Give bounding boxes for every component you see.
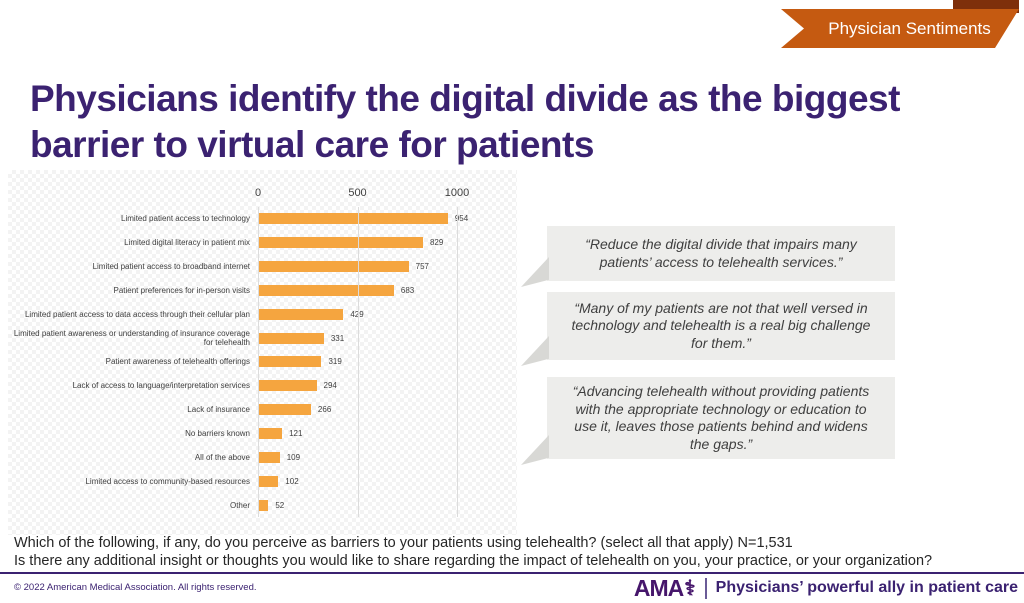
bar-area: 429 bbox=[258, 308, 517, 320]
survey-question-1: Which of the following, if any, do you p… bbox=[14, 535, 793, 551]
bar-area: 52 bbox=[258, 499, 517, 511]
quote-box: “Reduce the digital divide that impairs … bbox=[521, 226, 895, 287]
chart-row: Limited patient access to technology 954 bbox=[8, 207, 517, 231]
chart-row: Limited digital literacy in patient mix 8… bbox=[8, 231, 517, 255]
caduceus-icon: ⚕ bbox=[684, 576, 696, 600]
chart-row: Limited patient awareness or understandi… bbox=[8, 326, 517, 350]
x-tick-label: 500 bbox=[348, 187, 367, 199]
category-label: Lack of insurance bbox=[187, 405, 250, 415]
category-label: Lack of access to language/interpretatio… bbox=[72, 381, 250, 391]
value-label: 121 bbox=[289, 429, 303, 439]
bar-area: 266 bbox=[258, 404, 517, 416]
slide-title: Physicians identify the digital divide a… bbox=[30, 77, 900, 165]
bar bbox=[258, 284, 394, 296]
value-label: 331 bbox=[330, 333, 345, 343]
chart-row: Lack of access to language/interpretatio… bbox=[8, 374, 517, 398]
gridline-1000 bbox=[457, 207, 458, 517]
value-label: 683 bbox=[400, 285, 415, 295]
chart-row: Other 52 bbox=[8, 493, 517, 517]
chart-rows: Limited patient access to technology 954 L… bbox=[8, 207, 517, 517]
bar bbox=[258, 237, 423, 249]
copyright-text: © 2022 American Medical Association. All… bbox=[14, 582, 257, 593]
bar bbox=[258, 451, 280, 463]
quote-tail bbox=[521, 435, 549, 465]
quote-text: “Reduce the digital divide that impairs … bbox=[585, 236, 857, 270]
bar-area: 319 bbox=[258, 356, 517, 368]
bar-area: 757 bbox=[258, 261, 517, 273]
bar bbox=[258, 404, 311, 416]
ama-logo: AMA ⚕ bbox=[634, 575, 696, 602]
category-label: Limited patient awareness or understandi… bbox=[13, 329, 250, 348]
category-label: Patient preferences for in-person visits bbox=[113, 285, 250, 295]
category-label: No barriers known bbox=[185, 429, 250, 439]
value-label: 52 bbox=[275, 500, 285, 510]
category-label: Patient awareness of telehealth offering… bbox=[105, 357, 250, 367]
brand-tagline: Physicians’ powerful ally in patient car… bbox=[715, 579, 1018, 596]
physician-sentiments-ribbon: Physician Sentiments bbox=[781, 9, 1019, 48]
bar-area: 331 bbox=[258, 332, 517, 344]
bar bbox=[258, 499, 269, 511]
survey-questions: Which of the following, if any, do you p… bbox=[14, 534, 1014, 570]
value-label: 102 bbox=[285, 476, 299, 486]
chart-row: No barriers known 121 bbox=[8, 422, 517, 446]
category-label: Limited patient access to technology bbox=[121, 214, 250, 224]
chart-row: Limited patient access to data access th… bbox=[8, 302, 517, 326]
category-label: Limited patient access to data access th… bbox=[24, 309, 250, 319]
bar bbox=[258, 213, 448, 225]
value-label: 954 bbox=[454, 214, 469, 224]
gridline-0 bbox=[258, 207, 259, 517]
quote-tail bbox=[521, 336, 549, 366]
quote-text: “Many of my patients are not that well v… bbox=[571, 299, 871, 351]
category-label: Limited digital literacy in patient mix bbox=[124, 238, 250, 248]
survey-question-2: Is there any additional insight or thoug… bbox=[14, 553, 933, 569]
chart-row: Patient awareness of telehealth offering… bbox=[8, 350, 517, 374]
chart-row: Lack of insurance 266 bbox=[8, 398, 517, 422]
bar bbox=[258, 332, 324, 344]
ama-logo-text: AMA bbox=[633, 574, 684, 601]
bar-area: 829 bbox=[258, 237, 517, 249]
bar-area: 954 bbox=[258, 213, 517, 225]
bar-area: 109 bbox=[258, 451, 517, 463]
chart-row: Limited access to community-based resour… bbox=[8, 469, 517, 493]
value-label: 829 bbox=[429, 238, 444, 248]
value-label: 109 bbox=[286, 452, 301, 462]
bar-area: 294 bbox=[258, 380, 517, 392]
bar bbox=[258, 475, 279, 487]
x-tick-label: 0 bbox=[254, 187, 262, 199]
quote-text: “Advancing telehealth without providing … bbox=[572, 383, 870, 452]
bar bbox=[258, 428, 283, 440]
chart-row: All of the above 109 bbox=[8, 445, 517, 469]
value-label: 266 bbox=[317, 405, 332, 415]
quote-tail bbox=[521, 257, 549, 287]
ribbon-label: Physician Sentiments bbox=[828, 18, 991, 38]
category-label: Other bbox=[229, 500, 250, 510]
footer-divider-line bbox=[0, 572, 1024, 574]
value-label: 429 bbox=[350, 310, 363, 319]
bar bbox=[258, 308, 344, 320]
value-label: 757 bbox=[415, 262, 429, 272]
quote-box: “Many of my patients are not that well v… bbox=[521, 292, 895, 366]
bar bbox=[258, 356, 322, 368]
category-label: All of the above bbox=[194, 452, 250, 462]
bar-area: 683 bbox=[258, 284, 517, 296]
barriers-bar-chart: Limited patient access to technology 954 L… bbox=[8, 170, 517, 535]
gridline-500 bbox=[357, 207, 359, 517]
value-label: 294 bbox=[323, 381, 337, 391]
plot-area: Limited patient access to technology 954 L… bbox=[8, 187, 517, 517]
bar bbox=[258, 261, 409, 273]
category-label: Limited patient access to broadband inte… bbox=[92, 262, 250, 272]
x-tick-label: 1000 bbox=[444, 187, 470, 199]
chart-row: Limited patient access to broadband inte… bbox=[8, 255, 517, 279]
bar bbox=[258, 380, 317, 392]
ama-brand-block: AMA ⚕ Physicians’ powerful ally in patie… bbox=[634, 575, 1018, 601]
quote-box: “Advancing telehealth without providing … bbox=[521, 377, 895, 465]
brand-divider bbox=[704, 577, 707, 599]
value-label: 319 bbox=[328, 357, 342, 367]
bar-area: 102 bbox=[258, 475, 517, 487]
category-label: Limited access to community-based resour… bbox=[85, 476, 250, 486]
chart-row: Patient preferences for in-person visits… bbox=[8, 279, 517, 303]
bar-area: 121 bbox=[258, 428, 517, 440]
